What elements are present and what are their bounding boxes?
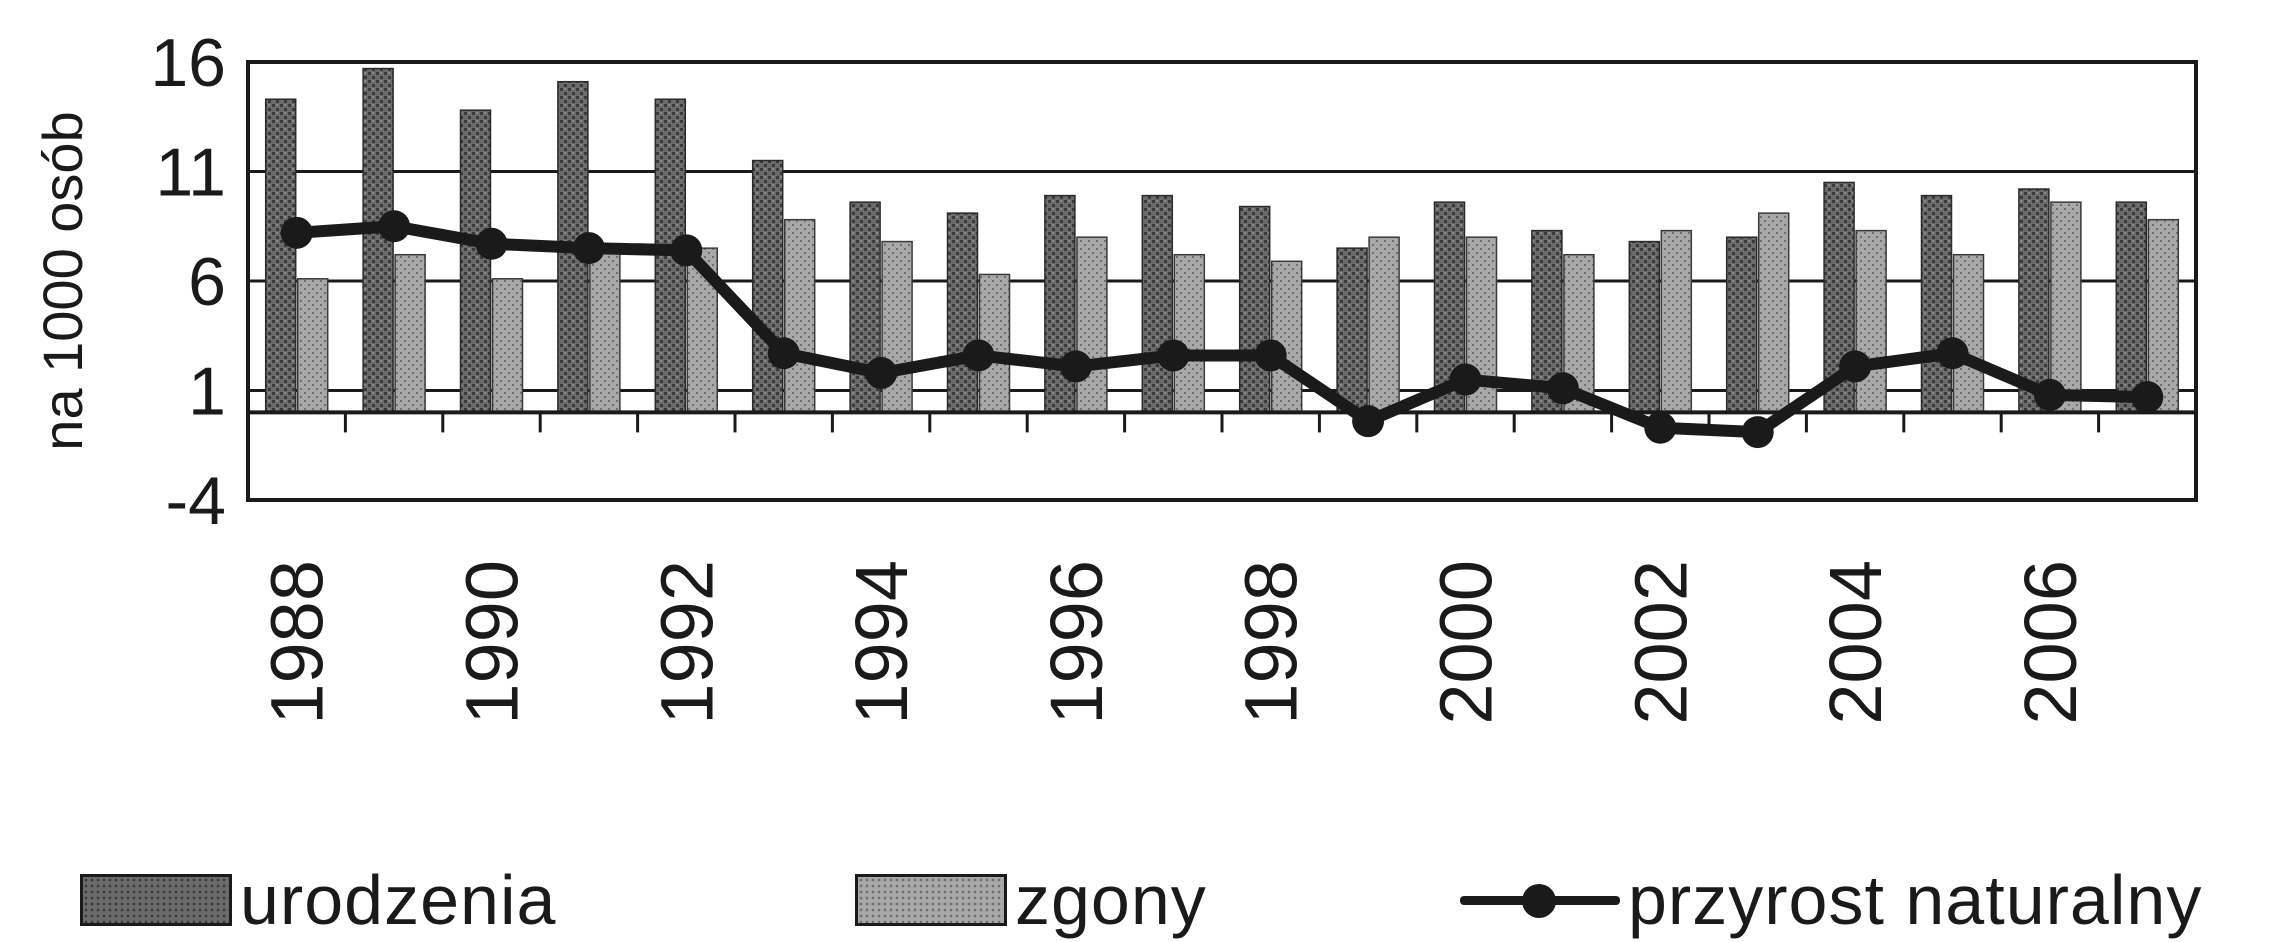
point-przyrost-1989 (378, 210, 411, 243)
x-tick-label: 1992 (645, 560, 728, 725)
point-przyrost-2006 (2033, 378, 2066, 411)
point-przyrost-1998 (1254, 339, 1287, 372)
point-przyrost-1996 (1059, 350, 1092, 383)
point-przyrost-1990 (475, 227, 508, 260)
point-przyrost-2007 (2131, 381, 2164, 414)
point-przyrost-1994 (865, 356, 898, 389)
legend-item-przyrost: przyrost naturalny (1460, 858, 2202, 942)
bar-urodzenia-2006 (2018, 188, 2050, 414)
legend-label-przyrost: przyrost naturalny (1628, 861, 2203, 939)
x-tick-label: 1990 (451, 560, 534, 725)
point-przyrost-1995 (962, 339, 995, 372)
x-tick-label: 1988 (256, 560, 339, 725)
legend: urodzenia zgony przyrost naturalny (0, 858, 2296, 942)
bar-zgony-1993 (783, 218, 816, 414)
bar-zgony-1998 (1270, 260, 1303, 414)
bar-urodzenia-1998 (1238, 205, 1271, 414)
bar-zgony-1990 (491, 278, 524, 414)
bar-urodzenia-1993 (751, 159, 784, 414)
x-tick-label: 2004 (1814, 560, 1897, 725)
bar-urodzenia-1997 (1141, 194, 1174, 414)
point-przyrost-1997 (1157, 339, 1190, 372)
point-przyrost-2004 (1839, 350, 1872, 383)
bar-zgony-2006 (2050, 201, 2082, 414)
point-przyrost-2005 (1936, 337, 1969, 370)
point-przyrost-2000 (1449, 363, 1482, 396)
bar-urodzenia-1990 (459, 109, 492, 414)
bar-zgony-1988 (296, 278, 329, 414)
bar-zgony-1996 (1076, 236, 1108, 414)
series-line-przyrost (290, 220, 2154, 439)
bar-zgony-1989 (394, 253, 426, 414)
x-tick-label: 1996 (1035, 560, 1118, 725)
bar-zgony-1997 (1173, 253, 1206, 414)
point-przyrost-1992 (670, 234, 703, 267)
y-axis-label: na 1000 osób (31, 111, 94, 450)
y-tick-label: 1 (188, 354, 226, 430)
bar-urodzenia-2002 (1628, 240, 1661, 414)
bar-urodzenia-2003 (1725, 236, 1758, 414)
point-przyrost-1991 (572, 232, 605, 265)
bar-zgony-2004 (1855, 229, 1887, 414)
legend-item-urodzenia: urodzenia (80, 858, 556, 942)
bar-zgony-1999 (1368, 236, 1400, 414)
legend-label-zgony: zgony (1015, 861, 1207, 939)
point-przyrost-2003 (1741, 416, 1774, 449)
legend-swatch-zgony (855, 874, 1007, 926)
plot-frame (246, 60, 2198, 502)
legend-label-urodzenia: urodzenia (240, 861, 557, 939)
bar-urodzenia-1999 (1336, 247, 1368, 414)
x-tick-label: 2000 (1425, 560, 1508, 725)
x-tick-label: 2002 (1619, 560, 1702, 725)
legend-swatch-urodzenia (80, 874, 232, 926)
y-tick-label: -4 (166, 463, 226, 539)
bar-zgony-2007 (2147, 218, 2180, 414)
bar-zgony-2002 (1660, 229, 1693, 414)
point-przyrost-1988 (280, 216, 313, 249)
x-tick-label: 2006 (2009, 560, 2092, 725)
bar-urodzenia-2007 (2115, 201, 2148, 414)
point-przyrost-2001 (1546, 372, 1579, 405)
point-przyrost-1999 (1352, 405, 1385, 438)
bar-zgony-2005 (1952, 253, 1985, 414)
x-tick-label: 1998 (1230, 560, 1313, 725)
bar-urodzenia-2005 (1920, 194, 1953, 414)
legend-item-zgony: zgony (855, 858, 1207, 942)
point-przyrost-1993 (767, 337, 800, 370)
point-przyrost-2002 (1644, 411, 1677, 444)
legend-line-przyrost (1460, 874, 1620, 926)
bar-zgony-2003 (1757, 212, 1790, 414)
y-tick-label: 6 (188, 244, 226, 320)
x-tick-label: 1994 (840, 560, 923, 725)
bar-zgony-1991 (589, 245, 621, 414)
y-tick-label: 11 (155, 135, 226, 211)
bar-urodzenia-1988 (264, 98, 297, 414)
bar-urodzenia-1995 (946, 212, 979, 414)
y-tick-label: 16 (150, 25, 226, 101)
